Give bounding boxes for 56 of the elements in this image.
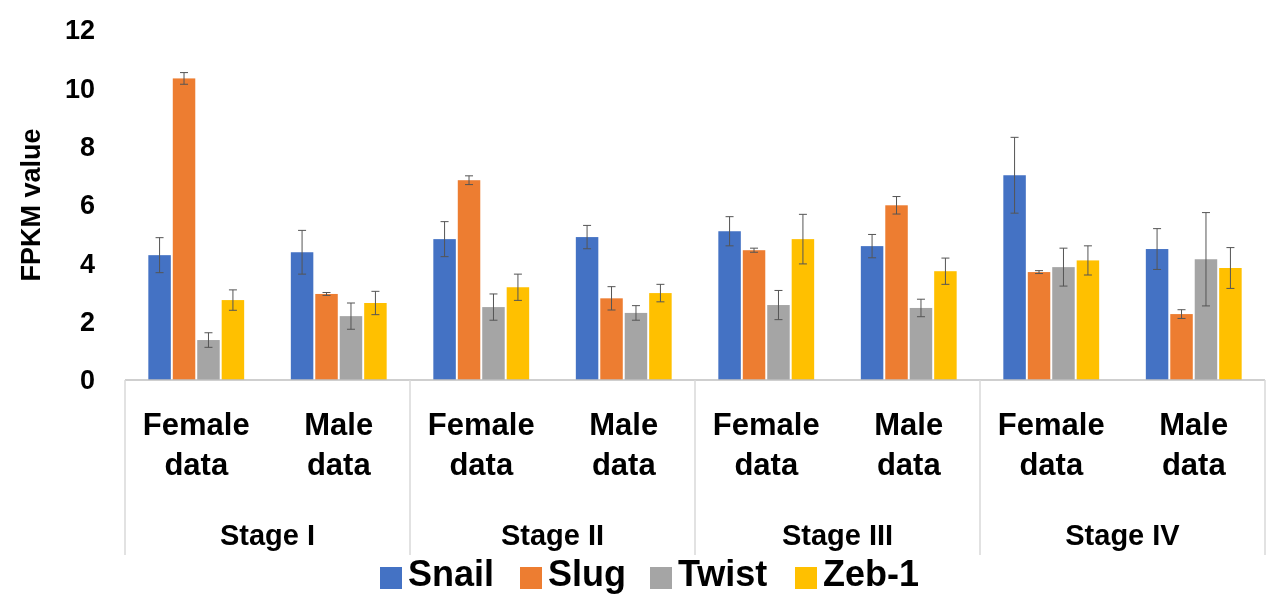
bar bbox=[791, 239, 815, 380]
text: Stage III bbox=[781, 519, 894, 551]
bar bbox=[1194, 259, 1218, 380]
bar bbox=[1052, 267, 1075, 380]
bar bbox=[718, 231, 741, 380]
bar bbox=[1003, 175, 1026, 380]
y-tick-label: 10 bbox=[64, 73, 95, 104]
x-tick-label: Male data bbox=[1159, 407, 1229, 482]
bar bbox=[909, 307, 933, 380]
legend-label: Zeb-1 bbox=[823, 552, 920, 594]
bar bbox=[624, 312, 648, 380]
text: Stage II bbox=[500, 519, 605, 551]
bar bbox=[339, 316, 363, 380]
text: Stage I bbox=[219, 519, 316, 551]
bar bbox=[482, 307, 505, 380]
x-tick-label: Female data bbox=[712, 407, 820, 482]
x-tick-label: Male data bbox=[304, 407, 374, 482]
bar bbox=[1219, 268, 1242, 380]
bar bbox=[860, 246, 884, 380]
y-tick-label: 0 bbox=[79, 365, 95, 396]
y-tick-label: 8 bbox=[79, 132, 95, 163]
y-tick-label: 6 bbox=[79, 190, 95, 221]
bar bbox=[457, 180, 481, 380]
bar bbox=[575, 237, 599, 380]
bar bbox=[767, 305, 790, 380]
x-tick-label: Female data bbox=[997, 407, 1105, 482]
bar bbox=[1027, 272, 1051, 380]
legend-label: Snail bbox=[408, 552, 495, 594]
bar bbox=[600, 298, 623, 380]
bar bbox=[934, 271, 957, 380]
bar bbox=[221, 300, 245, 380]
y-tick-label: 4 bbox=[79, 248, 95, 279]
y-tick-label: 2 bbox=[79, 307, 95, 338]
bar bbox=[197, 340, 220, 380]
x-tick-label: Male data bbox=[589, 407, 659, 482]
bar bbox=[148, 255, 171, 380]
legend-label: Twist bbox=[678, 552, 768, 594]
bar bbox=[433, 239, 456, 380]
y-tick-label: 12 bbox=[64, 15, 95, 46]
x-tick-label: Male data bbox=[874, 407, 944, 482]
x-tick-label: Female data bbox=[142, 407, 250, 482]
bar bbox=[290, 252, 314, 380]
bar bbox=[1076, 260, 1100, 380]
x-tick-label: Female data bbox=[427, 407, 535, 482]
bar bbox=[649, 293, 672, 380]
bar bbox=[742, 250, 766, 380]
text: Stage IV bbox=[1065, 519, 1181, 551]
legend-label: Slug bbox=[548, 552, 626, 594]
bar bbox=[885, 205, 908, 380]
bar bbox=[506, 287, 530, 380]
bar bbox=[364, 303, 387, 380]
bar bbox=[1145, 249, 1169, 380]
bar bbox=[1170, 314, 1193, 380]
bar bbox=[315, 293, 338, 380]
bar bbox=[172, 78, 196, 380]
y-axis-title: FPKM value bbox=[16, 128, 46, 282]
